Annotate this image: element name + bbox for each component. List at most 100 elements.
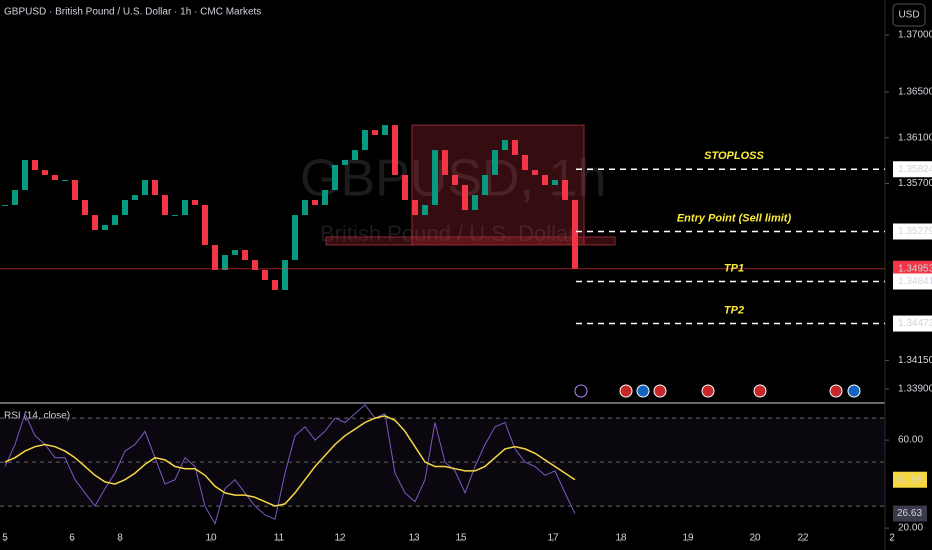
y-tick-label: 1.34150 (898, 355, 932, 366)
candle (132, 195, 138, 200)
candle (452, 174, 458, 186)
candle (502, 140, 508, 151)
candle (522, 154, 528, 171)
annotation-price: 1.34841 (898, 276, 932, 287)
candle (72, 179, 78, 200)
candle (12, 190, 18, 205)
candle (62, 179, 68, 181)
rsi-badge-label: 41.98 (897, 474, 922, 485)
candle (282, 260, 288, 290)
currency-label: USD (898, 10, 919, 21)
rsi-badge (893, 505, 927, 522)
event-icon[interactable] (574, 384, 588, 398)
candle (482, 174, 488, 196)
x-tick-label: 13 (408, 533, 420, 544)
x-tick-label: 11 (274, 533, 285, 544)
x-tick-label: 20 (749, 533, 761, 544)
annotation-badge (893, 223, 932, 240)
x-tick-label: 6 (69, 533, 75, 544)
candle (202, 204, 208, 245)
chart-title: GBPUSD · British Pound / U.S. Dollar · 1… (4, 7, 261, 18)
candle (52, 174, 58, 180)
candle (182, 199, 188, 216)
rsi-badge (893, 471, 927, 488)
candle (242, 249, 248, 261)
candle (302, 199, 308, 216)
candle (172, 215, 178, 217)
candle (312, 199, 318, 205)
candle (42, 170, 48, 175)
rsi-y-tick-label: 60.00 (898, 435, 923, 446)
candle (562, 179, 568, 200)
candle (392, 125, 398, 175)
candle (382, 125, 388, 135)
rsi-badge-label: 26.63 (897, 508, 922, 519)
candle (402, 174, 408, 200)
x-tick-label: 12 (334, 533, 346, 544)
candle (92, 215, 98, 231)
candle (552, 179, 558, 186)
annotation-label: TP2 (724, 304, 744, 316)
rsi-line (4, 415, 576, 507)
candle (422, 204, 428, 216)
annotation-price: 1.35279 (898, 226, 932, 237)
x-tick-label: 8 (117, 533, 123, 544)
x-tick-label: 17 (547, 533, 559, 544)
candle (2, 204, 8, 206)
event-icon[interactable] (753, 384, 767, 398)
annotation-badge (893, 315, 932, 332)
event-icon[interactable] (847, 384, 861, 398)
annotation-label: Entry Point (Sell limit) (677, 212, 792, 224)
rsi-y-tick-label: 20.00 (898, 523, 923, 534)
candle (22, 160, 28, 191)
candle (142, 179, 148, 196)
candle (122, 199, 128, 216)
candle (412, 199, 418, 216)
candle (332, 165, 338, 191)
x-tick-label: 22 (797, 533, 809, 544)
candle (252, 260, 258, 270)
candle (262, 269, 268, 281)
candle (512, 140, 518, 155)
candle (472, 195, 478, 211)
candle (432, 150, 438, 205)
candle (442, 150, 448, 175)
candle (102, 224, 108, 231)
candle (542, 174, 548, 186)
event-icon[interactable] (636, 384, 650, 398)
candle (572, 199, 578, 269)
current-price-label: 1.34953 (898, 263, 932, 274)
x-tick-label: 10 (205, 533, 217, 544)
candle (152, 179, 158, 196)
candle (232, 249, 238, 256)
candle (212, 244, 218, 270)
x-tick-label: 18 (615, 533, 627, 544)
rsi-title: RSI (14, close) (4, 411, 70, 422)
y-tick-label: 1.33900 (898, 384, 932, 395)
candle (362, 129, 368, 151)
annotation-price: 1.34473 (898, 318, 932, 329)
y-tick-label: 1.36100 (898, 132, 932, 143)
candle (192, 199, 198, 205)
candle (352, 150, 358, 161)
zone (411, 124, 585, 246)
candle (162, 195, 168, 216)
x-tick-label: 2 (889, 533, 895, 544)
x-tick-label: 19 (682, 533, 694, 544)
event-icon[interactable] (829, 384, 843, 398)
annotation-label: TP1 (724, 262, 744, 274)
currency-button[interactable] (892, 3, 926, 27)
event-icon[interactable] (619, 384, 633, 398)
event-icon[interactable] (701, 384, 715, 398)
annotation-badge (893, 273, 932, 290)
candle (82, 199, 88, 216)
x-tick-label: 15 (455, 533, 467, 544)
candle (342, 160, 348, 166)
y-tick-label: 1.35700 (898, 178, 932, 189)
candle (372, 129, 378, 135)
annotation-price: 1.35824 (898, 164, 932, 175)
event-icon[interactable] (653, 384, 667, 398)
candle (292, 215, 298, 261)
candle (112, 215, 118, 225)
